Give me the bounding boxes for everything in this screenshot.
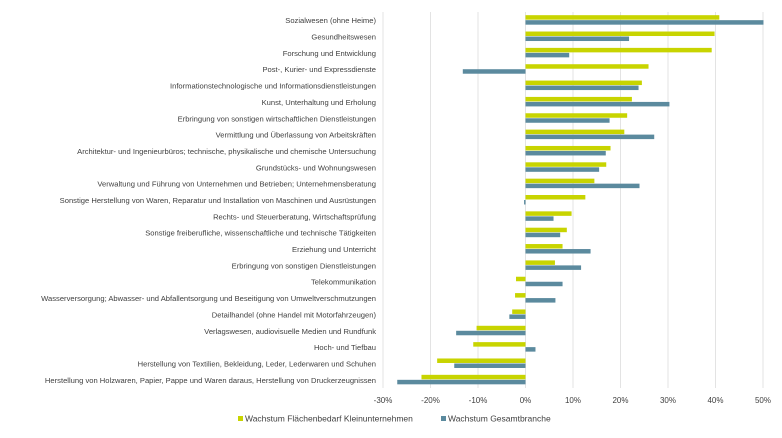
bar-kleinunternehmen	[516, 276, 526, 282]
bar-gesamtbranche	[524, 200, 526, 205]
category-label: Hoch- und Tiefbau	[314, 343, 376, 352]
bar-kleinunternehmen	[525, 227, 567, 233]
category-label: Detailhandel (ohne Handel mit Motorfahrz…	[212, 310, 377, 319]
bar-kleinunternehmen	[476, 325, 526, 331]
category-label: Erbringung von sonstigen Dienstleistunge…	[232, 261, 376, 270]
category-label: Vermittlung und Überlassung von Arbeitsk…	[216, 131, 376, 140]
x-tick-label: 10%	[565, 396, 581, 405]
category-label: Post-, Kurier- und Expressdienste	[262, 65, 376, 74]
bar-gesamtbranche	[525, 20, 764, 25]
bar-kleinunternehmen	[421, 374, 526, 380]
bar-kleinunternehmen	[525, 244, 563, 249]
bar-kleinunternehmen	[525, 64, 649, 69]
bar-kleinunternehmen	[525, 113, 628, 118]
bar-gesamtbranche	[525, 265, 582, 270]
bar-kleinunternehmen	[437, 358, 526, 363]
bar-gesamtbranche	[525, 36, 630, 42]
category-label: Sozialwesen (ohne Heime)	[285, 16, 376, 25]
category-label: Sonstige Herstellung von Waren, Reparatu…	[60, 196, 376, 205]
category-label: Verwaltung und Führung von Unternehmen u…	[97, 180, 376, 189]
x-tick-label: 40%	[707, 396, 723, 405]
bar-kleinunternehmen	[525, 145, 611, 151]
category-label: Verlagswesen, audiovisuelle Medien und R…	[204, 327, 376, 336]
bar-gesamtbranche	[397, 379, 526, 385]
category-label: Sonstige freiberufliche, wissenschaftlic…	[145, 229, 376, 238]
legend-swatch	[238, 416, 243, 421]
category-label: Herstellung von Textilien, Bekleidung, L…	[138, 359, 376, 368]
bar-kleinunternehmen	[525, 211, 572, 216]
x-tick-label: -30%	[374, 396, 393, 405]
bar-kleinunternehmen	[525, 31, 715, 37]
bar-gesamtbranche	[509, 314, 526, 319]
bar-gesamtbranche	[525, 216, 554, 221]
bar-gesamtbranche	[525, 281, 563, 287]
bar-gesamtbranche	[525, 183, 640, 189]
bar-gesamtbranche	[525, 85, 639, 91]
bar-kleinunternehmen	[525, 96, 632, 102]
bar-kleinunternehmen	[525, 47, 712, 53]
x-tick-label: 50%	[755, 396, 771, 405]
bar-gesamtbranche	[525, 249, 591, 254]
bar-gesamtbranche	[454, 363, 526, 368]
legend-label: Wachstum Gesamtbranche	[448, 414, 551, 424]
category-label: Rechts- und Steuerberatung, Wirtschaftsp…	[213, 212, 376, 221]
bar-gesamtbranche	[525, 52, 570, 58]
category-label: Herstellung von Holzwaren, Papier, Pappe…	[45, 376, 376, 385]
x-tick-label: 30%	[660, 396, 676, 405]
category-label: Architektur- und Ingenieurbüros; technis…	[77, 147, 376, 156]
category-label: Forschung und Entwicklung	[283, 49, 376, 58]
bar-kleinunternehmen	[525, 80, 642, 86]
bar-gesamtbranche	[525, 347, 536, 352]
legend-label: Wachstum Flächenbedarf Kleinunternehmen	[245, 414, 413, 424]
bar-gesamtbranche	[525, 167, 600, 172]
bar-gesamtbranche	[525, 298, 556, 303]
bar-kleinunternehmen	[525, 178, 595, 184]
x-tick-label: 0%	[520, 396, 532, 405]
bar-gesamtbranche	[525, 232, 561, 238]
category-label: Grundstücks- und Wohnungswesen	[256, 163, 376, 172]
bar-kleinunternehmen	[512, 309, 526, 314]
bar-gesamtbranche	[462, 69, 526, 74]
category-label: Informationstechnologische und Informati…	[170, 82, 376, 91]
bar-gesamtbranche	[525, 134, 655, 140]
bar-kleinunternehmen	[515, 293, 526, 298]
bar-kleinunternehmen	[525, 15, 720, 20]
category-label: Erbringung von sonstigen wirtschaftliche…	[178, 114, 376, 123]
bar-gesamtbranche	[456, 330, 526, 336]
bar-kleinunternehmen	[525, 260, 555, 265]
bar-gesamtbranche	[525, 118, 610, 123]
category-label: Telekommunikation	[311, 278, 376, 287]
bar-kleinunternehmen	[525, 129, 625, 135]
x-tick-label: -10%	[469, 396, 488, 405]
bar-kleinunternehmen	[525, 195, 586, 200]
bar-kleinunternehmen	[473, 342, 526, 347]
category-label: Erziehung und Unterricht	[292, 245, 377, 254]
x-tick-label: 20%	[612, 396, 628, 405]
bar-kleinunternehmen	[525, 162, 607, 167]
category-label: Kunst, Unterhaltung und Erholung	[262, 98, 376, 107]
x-tick-label: -20%	[421, 396, 440, 405]
category-label: Wasserversorgung; Abwasser- und Abfallen…	[41, 294, 376, 303]
bar-gesamtbranche	[525, 101, 670, 107]
category-label: Gesundheitswesen	[311, 33, 376, 42]
bar-gesamtbranche	[525, 150, 606, 156]
legend-swatch	[441, 416, 446, 421]
